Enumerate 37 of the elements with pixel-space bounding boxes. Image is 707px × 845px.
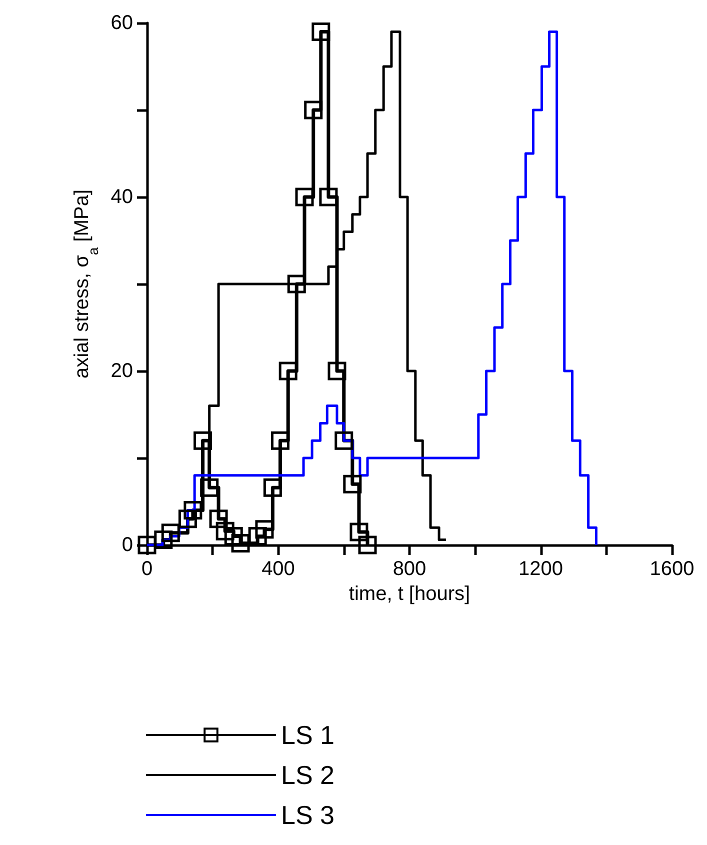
point [184,500,202,520]
point [209,510,228,528]
y-tick-label: 60 [110,12,133,34]
x-tick-label: 0 [141,558,153,580]
x-tick-label: 1200 [518,558,563,580]
point [154,530,173,550]
point [161,524,180,542]
x-tick-label: 400 [262,558,295,580]
point [270,431,290,450]
x-tick-label: 800 [392,558,426,580]
point [200,478,219,497]
point [263,478,282,497]
y-axis-title: axial stress, σa [MPa] [70,189,101,379]
point [278,362,298,380]
point [319,188,338,206]
legend-label: LS 2 [281,760,334,790]
point [255,520,274,539]
point [178,510,197,528]
point [194,431,212,450]
y-tick-label: 20 [110,360,133,382]
point [304,100,323,120]
point [231,534,250,553]
point [343,474,362,494]
point [328,362,346,380]
point [216,522,234,540]
point [312,22,330,41]
point [295,188,314,206]
point [358,536,377,554]
y-tick-label: 40 [110,186,133,208]
point [287,274,306,294]
point [350,522,368,542]
legend-label: LS 3 [281,800,334,830]
x-axis-title: time, t [hours] [348,582,470,605]
point [334,431,354,450]
x-tick-label: 1600 [650,558,694,580]
legend-label: LS 1 [281,720,334,750]
y-tick-label: 0 [122,534,133,556]
